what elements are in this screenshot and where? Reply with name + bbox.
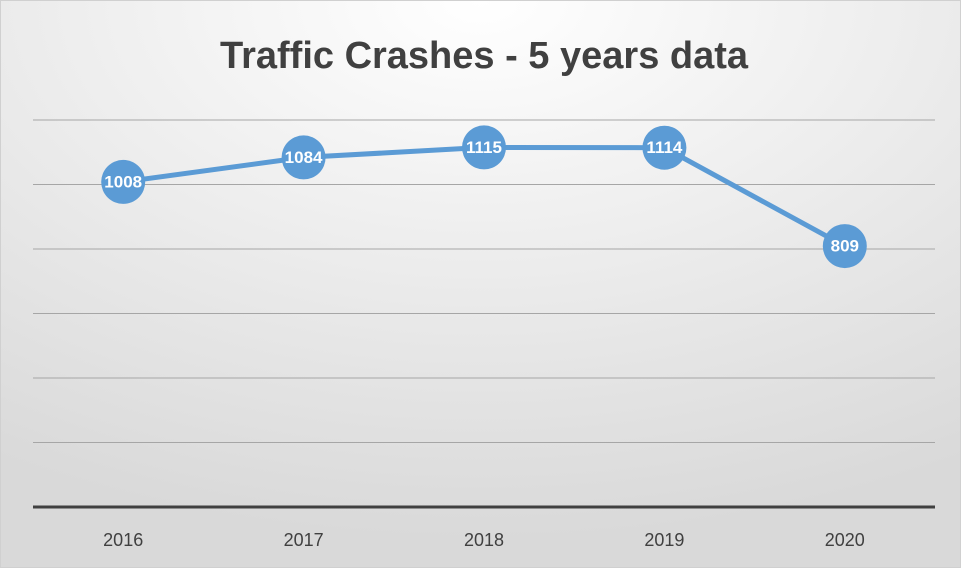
data-point xyxy=(822,224,867,269)
data-point xyxy=(281,135,326,180)
x-tick-label: 2017 xyxy=(284,530,324,550)
data-label: 1084 xyxy=(285,148,323,167)
data-label: 1114 xyxy=(646,138,682,157)
x-tick-label: 2016 xyxy=(103,530,143,550)
data-label: 1115 xyxy=(466,138,502,157)
data-point xyxy=(101,159,146,204)
x-tick-label: 2020 xyxy=(825,530,865,550)
x-tick-label: 2018 xyxy=(464,530,504,550)
data-point xyxy=(642,125,687,170)
data-label: 809 xyxy=(831,237,859,256)
data-label: 1008 xyxy=(104,172,142,191)
chart-title: Traffic Crashes - 5 years data xyxy=(220,35,749,77)
data-point xyxy=(462,125,506,170)
x-tick-label: 2019 xyxy=(644,530,684,550)
